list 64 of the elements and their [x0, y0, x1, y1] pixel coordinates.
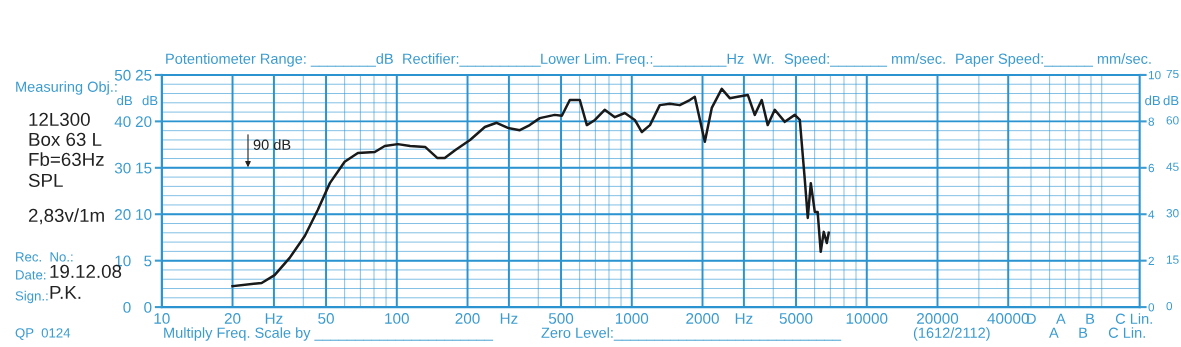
y3-tick-label: 4	[1148, 210, 1155, 219]
y-axis-title: dB	[117, 95, 133, 106]
x-tick-label: Hz	[265, 313, 283, 324]
text: Zero Level:____________________________	[541, 327, 842, 341]
x-tick-label: 50	[318, 313, 334, 324]
y2-tick-label: 25	[135, 69, 152, 81]
text: Potentiometer Range: ________dB	[166, 53, 393, 67]
y2-tick-label: 0	[144, 301, 152, 313]
text: P.K.	[50, 285, 81, 299]
x-tick-label: 1000	[615, 313, 649, 324]
y-tick-label: 20	[115, 209, 131, 220]
text: Sign.:	[15, 290, 48, 304]
x-tick-label: 10000	[846, 313, 888, 324]
y-tick-label: 30	[114, 162, 131, 174]
y3-tick-label: 6	[1148, 163, 1155, 173]
y3-tick-label: 0	[1148, 303, 1155, 312]
y2-tick-label: 20	[135, 116, 152, 128]
x-tick-label: 200	[455, 313, 480, 324]
text: SPL	[28, 173, 63, 188]
text: 12L300	[29, 112, 90, 127]
y3-tick-label: 10	[1148, 70, 1161, 80]
x-tick-label: Hz	[500, 313, 518, 324]
y-tick-label: 40	[114, 116, 131, 128]
text: 30	[1166, 209, 1179, 218]
text: Lower Lim. Freq.:_________Hz	[541, 53, 744, 67]
y-tick-label: 0	[123, 301, 131, 313]
y3-axis-title: dB	[1145, 95, 1160, 106]
text: dB	[1163, 95, 1179, 106]
x-tick-label: 500	[548, 313, 574, 324]
y2-tick-label: 15	[136, 162, 152, 174]
text: (1612/2112)	[913, 327, 990, 341]
text: Measuring Obj.:	[16, 81, 117, 95]
x-tick-label: 20000	[917, 313, 959, 324]
text: Paper Speed:______ mm/sec.	[956, 53, 1151, 67]
text: 45	[1166, 162, 1179, 171]
text: D A B C Lin.	[1027, 313, 1152, 324]
text: 75	[1166, 69, 1179, 79]
text: 15	[1166, 255, 1179, 264]
text: 2,83v/1m	[28, 208, 104, 225]
y2-tick-label: 10	[136, 209, 152, 220]
text: Rectifier:__________	[403, 53, 541, 67]
x-tick-label: 100	[385, 313, 409, 324]
text: 0	[1166, 301, 1173, 311]
text: QP 0124	[15, 328, 71, 340]
x-tick-label: 5000	[779, 313, 813, 324]
text: Box 63 L	[29, 132, 102, 147]
y3-tick-label: 2	[1148, 256, 1154, 265]
text: Multiply Freq. Scale by ______________________	[164, 327, 494, 341]
text: 60	[1166, 116, 1179, 125]
x-tick-label: 10	[154, 313, 170, 324]
y-tick-label: 50	[114, 69, 131, 81]
y2-tick-label: 5	[144, 255, 152, 267]
text: A B C Lin.	[1049, 327, 1145, 338]
x-tick-label: 40000	[987, 313, 1029, 324]
x-tick-label: 2000	[686, 313, 719, 324]
text: Speed:_______ mm/sec.	[784, 53, 945, 67]
text: Wr.	[753, 53, 774, 64]
text: Date:	[16, 270, 46, 280]
x-tick-label: Hz	[735, 313, 753, 324]
text: Rec. No.:	[16, 252, 73, 262]
y2-axis-title: dB	[142, 95, 158, 106]
text: Fb=63Hz	[29, 152, 104, 167]
x-tick-label: 20	[224, 313, 241, 324]
y3-tick-label: 8	[1148, 117, 1155, 126]
